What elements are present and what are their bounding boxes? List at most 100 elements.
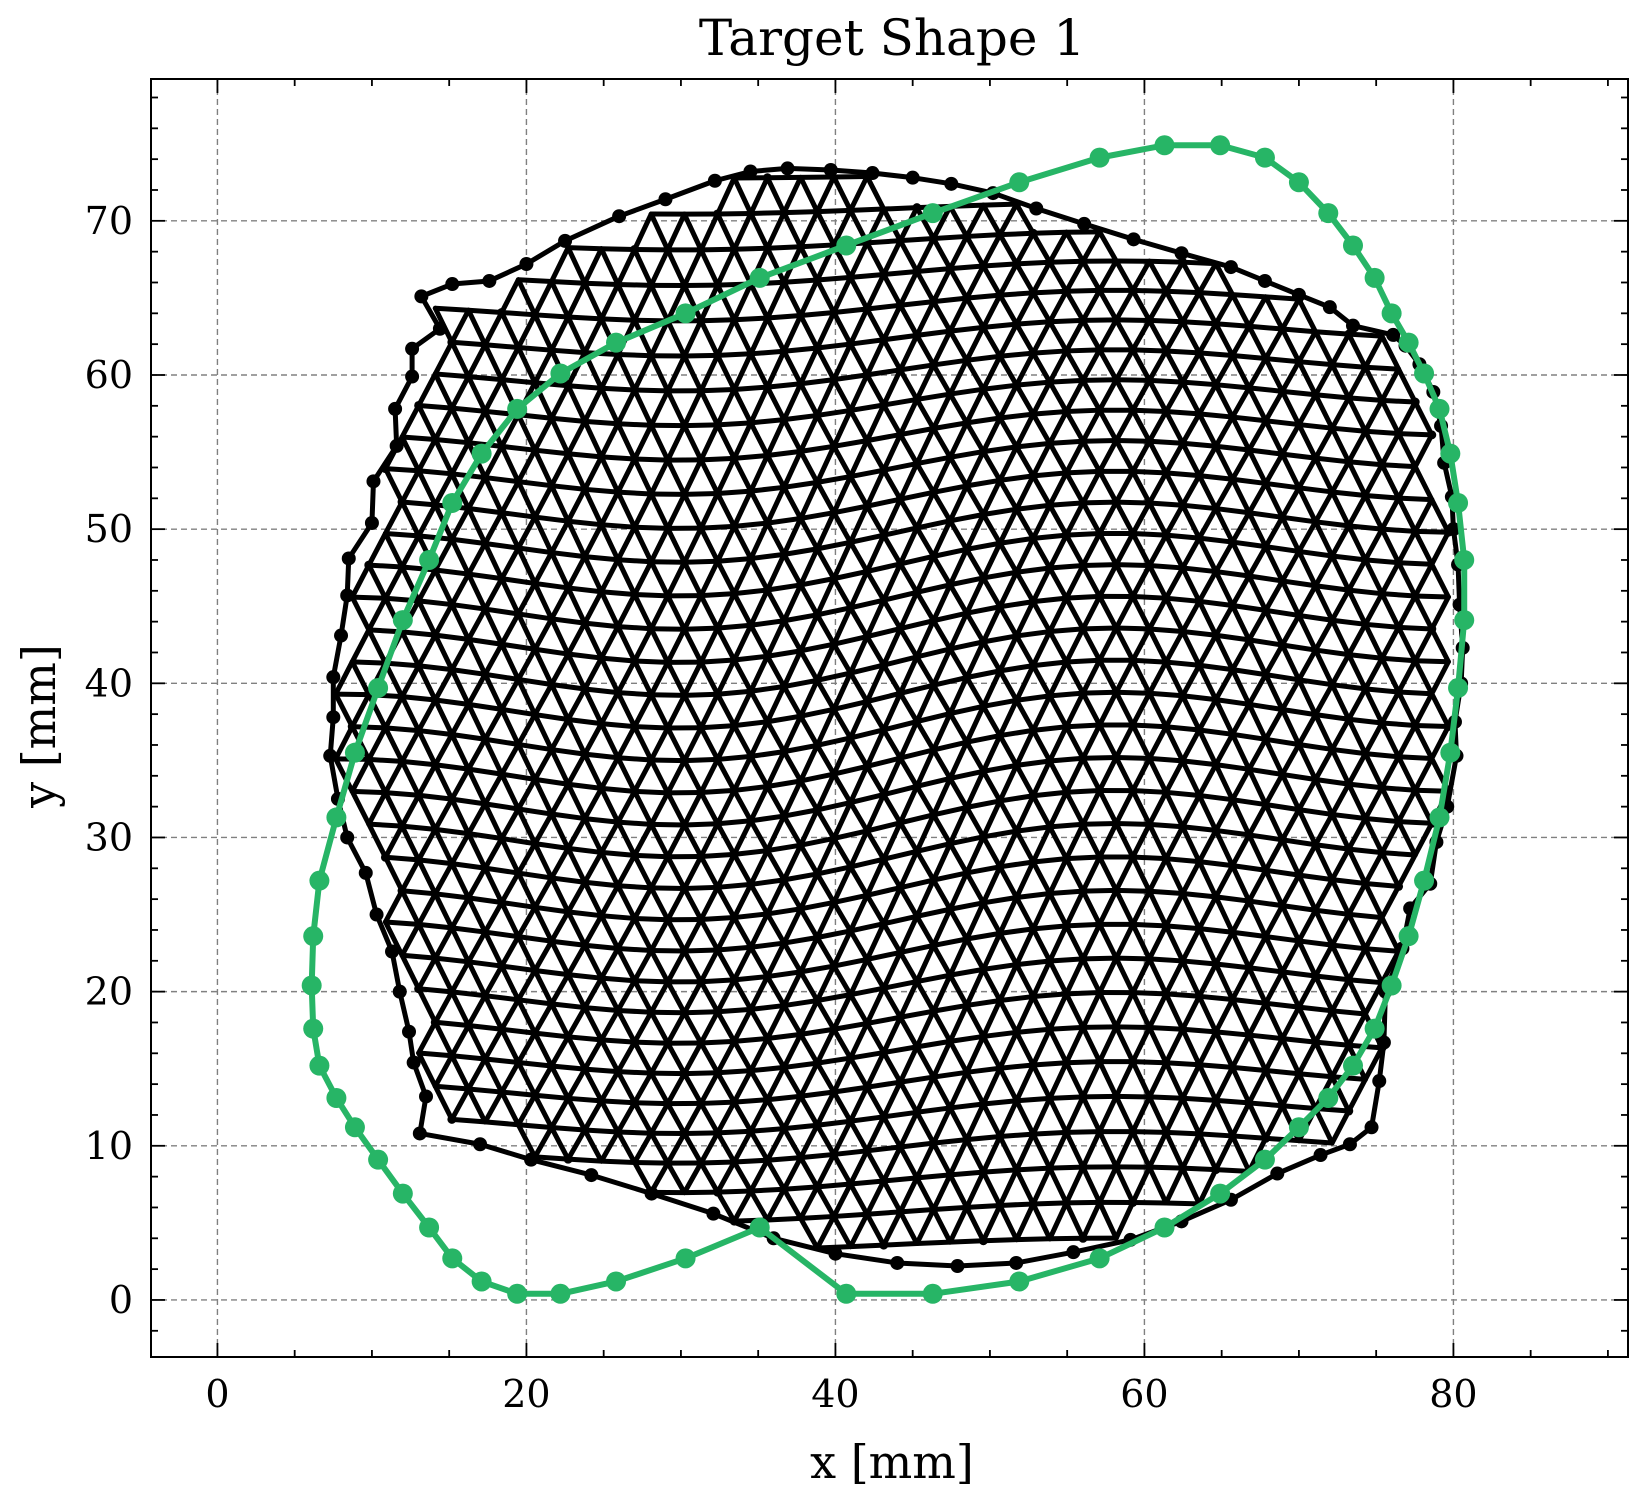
mesh-edge <box>416 436 438 474</box>
mesh-edge <box>349 659 388 666</box>
target-point <box>419 1217 440 1238</box>
mesh-edge <box>1014 994 1036 1035</box>
mesh-edge <box>1180 628 1219 638</box>
mesh-edge <box>1229 997 1269 1006</box>
mesh-edge <box>731 753 754 793</box>
mesh-boundary-node <box>414 289 429 304</box>
mesh-edge <box>847 985 887 998</box>
mesh-edge <box>897 1008 937 1020</box>
mesh-edge <box>1229 1100 1252 1139</box>
target-point <box>1398 332 1419 353</box>
target-point <box>301 975 322 996</box>
mesh-node <box>729 849 739 859</box>
mesh-node <box>1360 749 1370 759</box>
mesh-edge <box>1080 657 1103 696</box>
mesh-edge <box>1130 377 1152 413</box>
mesh-edge <box>1047 956 1086 964</box>
target-point <box>442 1248 463 1269</box>
mesh-edge <box>1196 598 1235 609</box>
mesh-edge <box>1229 731 1252 772</box>
mesh-edge <box>897 553 937 567</box>
y-tick-label: 60 <box>85 353 133 397</box>
mesh-edge <box>482 443 505 481</box>
mesh-edge <box>1014 259 1053 267</box>
mesh-node <box>696 723 706 733</box>
mesh-edge <box>1113 722 1136 760</box>
mesh-edge <box>715 556 754 564</box>
mesh-edge <box>465 959 488 999</box>
mesh-edge <box>1346 846 1385 856</box>
mesh-edge <box>847 792 887 806</box>
mesh-node <box>513 995 523 1005</box>
mesh-edge <box>798 244 820 283</box>
mesh-edge <box>1379 785 1402 825</box>
mesh-edge <box>1412 658 1451 665</box>
mesh-edge <box>1296 1004 1319 1045</box>
mesh-edge <box>382 466 422 474</box>
mesh-edge <box>465 1086 505 1095</box>
mesh-edge <box>1229 832 1252 869</box>
mesh-edge <box>947 610 970 652</box>
mesh-edge <box>831 634 870 647</box>
mesh-edge <box>748 1003 787 1012</box>
mesh-edge <box>532 712 571 722</box>
mesh-edge <box>798 612 820 654</box>
mesh-edge <box>1146 317 1169 354</box>
mesh-edge <box>432 567 471 577</box>
mesh-edge <box>881 662 903 696</box>
mesh-edge <box>715 1006 754 1015</box>
mesh-edge <box>1279 1036 1319 1045</box>
mesh-edge <box>681 659 704 698</box>
mesh-edge <box>1279 837 1302 878</box>
mesh-node <box>713 1187 723 1197</box>
mesh-edge <box>764 515 804 526</box>
mesh-edge <box>1063 788 1103 795</box>
mesh-edge <box>665 353 687 394</box>
mesh-edge <box>964 263 986 301</box>
mesh-edge <box>731 315 770 323</box>
mesh-edge <box>565 1127 588 1162</box>
mesh-edge <box>731 881 754 921</box>
mesh-edge <box>798 277 820 319</box>
mesh-edge <box>914 775 953 789</box>
mesh-edge <box>731 851 754 887</box>
mesh-edge <box>964 546 986 581</box>
mesh-edge <box>632 524 654 565</box>
mesh-edge <box>997 997 1020 1035</box>
mesh-node <box>862 370 872 380</box>
mesh-edge <box>764 452 787 490</box>
mesh-edge <box>532 580 571 591</box>
mesh-edge <box>549 747 588 757</box>
mesh-edge <box>465 831 488 871</box>
mesh-edge <box>931 972 953 1014</box>
mesh-edge <box>831 539 853 582</box>
mesh-edge <box>399 823 422 863</box>
mesh-edge <box>814 277 837 315</box>
mesh-edge <box>1229 929 1252 971</box>
mesh-edge <box>1213 443 1252 453</box>
mesh-edge <box>1030 1095 1053 1137</box>
mesh-edge <box>598 655 621 696</box>
mesh-edge <box>1329 977 1352 1014</box>
mesh-edge <box>1097 955 1119 996</box>
mesh-edge <box>1263 1103 1285 1141</box>
mesh-node <box>895 883 905 893</box>
mesh-edge <box>1113 1129 1136 1170</box>
mesh-edge <box>1080 229 1103 264</box>
mesh-boundary-node <box>950 1259 965 1274</box>
mesh-node <box>663 386 673 396</box>
mesh-edge <box>748 556 770 593</box>
mesh-node <box>945 516 955 526</box>
mesh-edge <box>632 885 654 921</box>
mesh-edge <box>648 593 671 632</box>
mesh-edge <box>632 658 654 698</box>
mesh-edge <box>549 972 571 1007</box>
mesh-edge <box>515 611 555 622</box>
target-point <box>326 807 347 828</box>
mesh-edge <box>681 756 721 764</box>
mesh-edge <box>1113 887 1136 927</box>
mesh-node <box>364 754 374 764</box>
mesh-edge <box>731 523 754 562</box>
mesh-edge <box>798 1184 820 1221</box>
mesh-edge <box>831 1118 853 1157</box>
